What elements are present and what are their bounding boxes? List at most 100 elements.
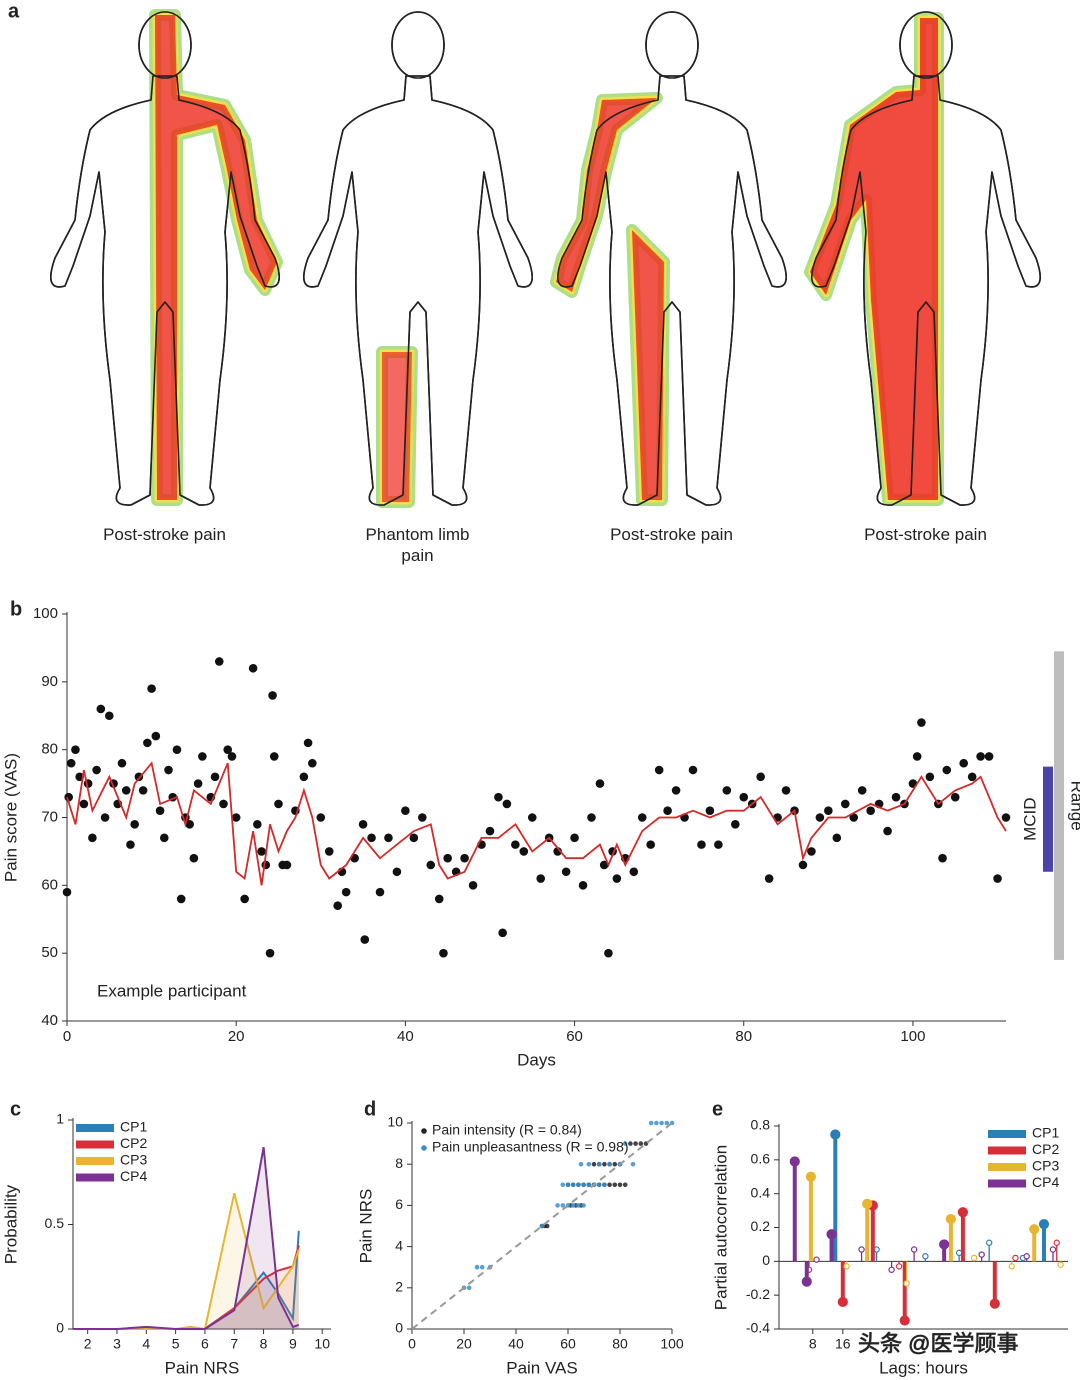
point [485,826,495,836]
point [375,887,385,897]
legend-label: CP4 [1032,1174,1059,1190]
point [130,819,139,829]
point [384,833,393,843]
point [578,1161,584,1167]
point [468,881,478,890]
caption: Post-stroke pain [103,525,226,544]
point [126,840,135,849]
point [722,786,732,795]
x-tick-label: 100 [900,1028,925,1045]
point [596,1161,602,1167]
point [299,772,309,782]
y-tick-label: 0.6 [751,1151,771,1167]
point [628,1141,633,1146]
point [576,1182,581,1188]
point [341,887,351,897]
point [560,1182,566,1188]
stem-head [922,1253,929,1260]
band [1054,651,1064,960]
point [581,1182,586,1188]
x-tick-label: 8 [260,1336,268,1352]
point [223,745,233,754]
point [807,847,816,856]
stem-head [826,1229,837,1240]
point [324,847,334,856]
stem-head [1029,1224,1040,1235]
legend-swatch [76,1140,114,1149]
stem-head [903,1280,910,1287]
legend-swatch [76,1157,114,1165]
x-tick-label: 0 [408,1336,416,1352]
y-tick-label: 70 [41,808,58,825]
point [1001,813,1011,822]
identity-line [411,1122,673,1330]
point [604,948,613,958]
point [185,819,194,829]
point [565,1182,571,1188]
point [595,779,605,788]
point [189,853,199,863]
y-tick-label: -0.4 [746,1320,770,1336]
point [984,752,994,761]
legend-label: CP2 [1032,1141,1059,1157]
legend-label: Pain intensity (R = 0.84) [432,1122,582,1138]
y-tick-label: 50 [41,944,58,961]
line [73,1147,300,1330]
stem-head [895,1263,903,1270]
point [815,813,825,822]
point [536,874,546,883]
x-axis-label: Lags: hours [879,1358,968,1377]
point [781,786,791,795]
point [659,1120,664,1126]
point [891,792,901,802]
stem-head [1053,1239,1060,1246]
point [714,840,723,849]
point [474,1264,480,1270]
body-map [550,11,788,506]
point [925,772,935,782]
point [92,765,101,775]
x-tick-label: 8 [809,1336,817,1352]
y-axis-label: Partial autocorrelation [711,1145,730,1310]
point [466,1285,472,1291]
stem-head [939,1239,950,1250]
point [857,786,867,795]
point [576,1203,581,1208]
area [73,1147,299,1329]
point [959,758,969,768]
point [502,799,512,809]
point [333,901,343,910]
point [840,799,850,809]
point [219,799,228,809]
point [460,853,469,863]
area [73,1245,299,1329]
legend-label: CP1 [120,1119,147,1135]
stem-head [1008,1263,1015,1270]
y-tick-label: -0.2 [746,1286,770,1302]
point [739,792,749,802]
point [633,1141,638,1146]
panel: e -0.4 -0.2 0 0.2 0.4 0.6 0.8 8 16 Lags: hours Part… [711,1098,1068,1377]
point [993,874,1002,883]
legend-label: Pain unpleasantness (R = 0.98) [432,1139,629,1155]
point [316,813,326,822]
stem-head [888,1266,895,1273]
point [511,840,520,849]
point [824,806,833,816]
y-tick-label: 0.4 [751,1184,771,1200]
point [138,786,148,795]
point [143,738,152,748]
stem-head [989,1298,1000,1309]
stem-head [910,1246,918,1253]
point [253,819,262,829]
x-tick-label: 60 [566,1028,583,1045]
y-tick-label: 1 [56,1111,64,1127]
point [883,826,892,836]
point [268,691,277,700]
legend-swatch [988,1179,1026,1188]
band-label: Range [1068,781,1080,831]
x-tick-label: 0 [63,1028,71,1045]
panel-label: e [712,1098,723,1120]
point [612,874,622,883]
